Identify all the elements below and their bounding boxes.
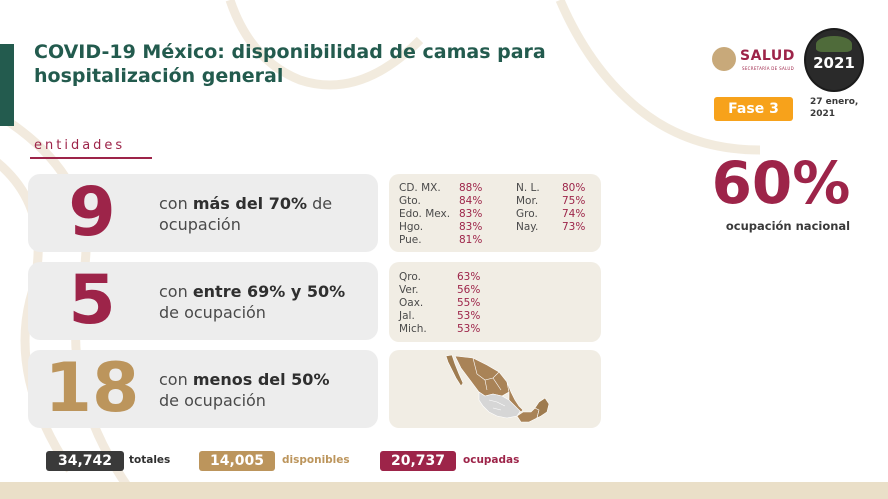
group-count: 18 <box>44 349 140 428</box>
eagle-icon <box>816 36 852 52</box>
high-states-panel: CD. MX. 88% Gto. 84% Edo. Mex. 83% Hgo. 83% … <box>389 174 601 252</box>
mid-states-panel: Qro. 63% Ver. 56% Oax. 55% Jal. 53% Mich. 53% <box>389 262 601 342</box>
state-row: Ver. 56% <box>399 284 481 296</box>
occupied-beds-label: ocupadas <box>463 454 520 466</box>
phase-badge: Fase 3 <box>714 97 793 121</box>
title-line-2: hospitalización general <box>34 65 284 87</box>
group-description: con más del 70% de ocupación <box>159 194 333 234</box>
group-count: 9 <box>68 173 116 252</box>
state-row: Gto. 84% <box>399 195 483 207</box>
group-count: 5 <box>68 261 116 340</box>
state-row: Hgo. 83% <box>399 221 483 233</box>
state-row: Mich. 53% <box>399 323 481 335</box>
salud-emblem-icon <box>712 47 736 71</box>
entidades-label: entidades <box>34 138 126 153</box>
page-title: COVID-19 México: disponibilidad de camas… <box>34 40 594 88</box>
total-beds-value: 34,742 <box>46 451 124 471</box>
salud-logo: SALUD SECRETARÍA DE SALUD <box>712 46 796 74</box>
state-row: N. L. 80% <box>516 182 586 194</box>
group-card-high: 9 con más del 70% de ocupación <box>28 174 378 252</box>
group-description: con entre 69% y 50% de ocupación <box>159 282 346 322</box>
available-beds-label: disponibles <box>282 454 350 466</box>
available-beds-value: 14,005 <box>199 451 275 471</box>
national-occupancy-label: ocupación nacional <box>725 219 851 233</box>
state-row: Oax. 55% <box>399 297 481 309</box>
group-card-mid: 5 con entre 69% y 50% de ocupación <box>28 262 378 340</box>
map-panel <box>389 350 601 428</box>
entidades-underline <box>30 157 152 159</box>
state-row: Mor. 75% <box>516 195 586 207</box>
total-beds-label: totales <box>129 454 171 466</box>
national-occupancy-value: 60% <box>711 149 851 217</box>
state-row: CD. MX. 88% <box>399 182 483 194</box>
date-line-1: 27 enero, <box>810 97 859 107</box>
state-row: Edo. Mex. 83% <box>399 208 483 220</box>
group-description: con menos del 50% de ocupación <box>159 370 330 410</box>
mexico-map-icon <box>445 354 550 423</box>
date-line-2: 2021 <box>810 109 836 119</box>
anniversary-year: 2021 <box>813 54 855 72</box>
salud-logo-subtext: SECRETARÍA DE SALUD <box>742 66 794 71</box>
group-card-low: 18 con menos del 50% de ocupación <box>28 350 378 428</box>
state-row: Nay. 73% <box>516 221 586 233</box>
report-date: 27 enero, 2021 <box>810 96 870 120</box>
state-row: Qro. 63% <box>399 271 481 283</box>
anniversary-2021-logo: 2021 <box>804 28 864 92</box>
title-line-1: COVID-19 México: disponibilidad de camas… <box>34 41 546 63</box>
state-row: Pue. 81% <box>399 234 483 246</box>
state-row: Jal. 53% <box>399 310 481 322</box>
occupied-beds-value: 20,737 <box>380 451 456 471</box>
salud-logo-text: SALUD <box>740 48 795 64</box>
state-row: Gro. 74% <box>516 208 586 220</box>
footer-bar <box>0 482 888 499</box>
accent-bar <box>0 44 14 126</box>
